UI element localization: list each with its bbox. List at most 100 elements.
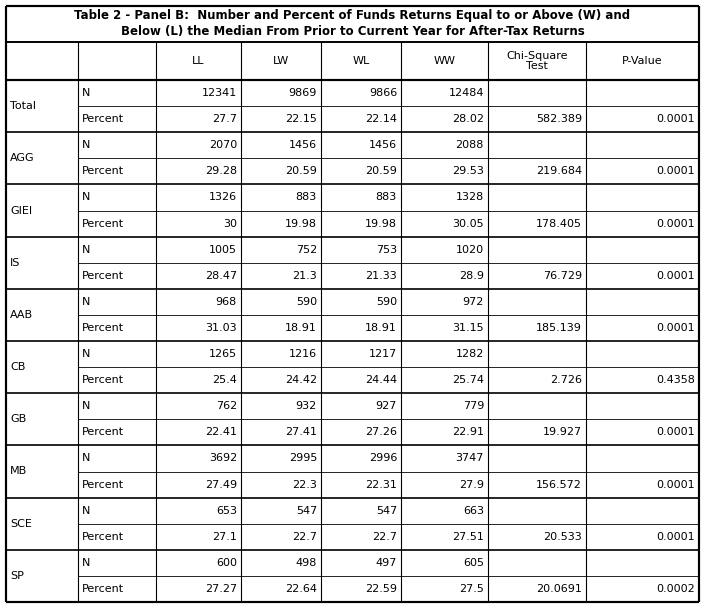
- Text: GB: GB: [10, 414, 26, 424]
- Text: 3692: 3692: [209, 454, 237, 463]
- Text: 663: 663: [463, 506, 484, 516]
- Text: 21.3: 21.3: [293, 271, 317, 281]
- Text: Table 2 - Panel B:  Number and Percent of Funds Returns Equal to or Above (W) an: Table 2 - Panel B: Number and Percent of…: [75, 10, 630, 22]
- Text: 3747: 3747: [455, 454, 484, 463]
- Text: 22.15: 22.15: [285, 114, 317, 124]
- Text: 29.53: 29.53: [452, 167, 484, 176]
- Text: N: N: [82, 401, 90, 411]
- Text: 1326: 1326: [209, 193, 237, 202]
- Text: 12341: 12341: [202, 88, 237, 98]
- Text: 29.28: 29.28: [205, 167, 237, 176]
- Text: 1328: 1328: [455, 193, 484, 202]
- Text: 0.0001: 0.0001: [656, 480, 695, 489]
- Text: 18.91: 18.91: [285, 323, 317, 333]
- Text: 653: 653: [216, 506, 237, 516]
- Text: 22.7: 22.7: [292, 532, 317, 542]
- Text: 27.27: 27.27: [205, 584, 237, 594]
- Text: Percent: Percent: [82, 584, 124, 594]
- Text: WL: WL: [352, 56, 369, 66]
- Text: AAB: AAB: [10, 310, 33, 320]
- Text: 498: 498: [295, 558, 317, 568]
- Text: 590: 590: [296, 297, 317, 307]
- Text: 19.98: 19.98: [365, 218, 397, 229]
- Text: 76.729: 76.729: [543, 271, 582, 281]
- Text: LW: LW: [273, 56, 289, 66]
- Text: 25.4: 25.4: [212, 375, 237, 385]
- Text: Percent: Percent: [82, 480, 124, 489]
- Text: 27.51: 27.51: [452, 532, 484, 542]
- Text: 547: 547: [376, 506, 397, 516]
- Text: 22.64: 22.64: [285, 584, 317, 594]
- Text: 497: 497: [376, 558, 397, 568]
- Text: 19.98: 19.98: [285, 218, 317, 229]
- Text: 1005: 1005: [209, 244, 237, 255]
- Text: Chi-Square: Chi-Square: [506, 51, 568, 61]
- Text: 1217: 1217: [369, 349, 397, 359]
- Text: Percent: Percent: [82, 375, 124, 385]
- Text: 0.0001: 0.0001: [656, 323, 695, 333]
- Text: 968: 968: [216, 297, 237, 307]
- Text: 582.389: 582.389: [536, 114, 582, 124]
- Text: 20.0691: 20.0691: [536, 584, 582, 594]
- Text: 30: 30: [223, 218, 237, 229]
- Text: 27.7: 27.7: [212, 114, 237, 124]
- Text: 972: 972: [462, 297, 484, 307]
- Text: 28.02: 28.02: [452, 114, 484, 124]
- Text: 20.59: 20.59: [365, 167, 397, 176]
- Text: 927: 927: [376, 401, 397, 411]
- Text: 1282: 1282: [455, 349, 484, 359]
- Text: 1456: 1456: [289, 140, 317, 150]
- Text: Test: Test: [526, 61, 548, 71]
- Text: N: N: [82, 558, 90, 568]
- Text: 0.0001: 0.0001: [656, 532, 695, 542]
- Text: 0.0001: 0.0001: [656, 427, 695, 437]
- Text: 20.533: 20.533: [544, 532, 582, 542]
- Text: 753: 753: [376, 244, 397, 255]
- Text: N: N: [82, 454, 90, 463]
- Text: 1020: 1020: [456, 244, 484, 255]
- Text: 28.47: 28.47: [205, 271, 237, 281]
- Text: CB: CB: [10, 362, 25, 372]
- Text: 219.684: 219.684: [536, 167, 582, 176]
- Text: 1456: 1456: [369, 140, 397, 150]
- Text: 9866: 9866: [369, 88, 397, 98]
- Text: 20.59: 20.59: [285, 167, 317, 176]
- Text: N: N: [82, 88, 90, 98]
- Text: 178.405: 178.405: [536, 218, 582, 229]
- Text: 762: 762: [216, 401, 237, 411]
- Text: 2996: 2996: [369, 454, 397, 463]
- Text: 0.4358: 0.4358: [656, 375, 695, 385]
- Text: 2070: 2070: [209, 140, 237, 150]
- Text: 590: 590: [376, 297, 397, 307]
- Text: 0.0002: 0.0002: [656, 584, 695, 594]
- Text: 21.33: 21.33: [365, 271, 397, 281]
- Text: IS: IS: [10, 258, 20, 268]
- Text: 22.14: 22.14: [365, 114, 397, 124]
- Text: 932: 932: [296, 401, 317, 411]
- Text: Percent: Percent: [82, 271, 124, 281]
- Text: Total: Total: [10, 101, 36, 111]
- Text: SCE: SCE: [10, 519, 32, 529]
- Text: 883: 883: [376, 193, 397, 202]
- Text: 18.91: 18.91: [365, 323, 397, 333]
- Text: 185.139: 185.139: [536, 323, 582, 333]
- Text: 9869: 9869: [288, 88, 317, 98]
- Text: N: N: [82, 506, 90, 516]
- Text: 2.726: 2.726: [550, 375, 582, 385]
- Text: 27.49: 27.49: [205, 480, 237, 489]
- Text: Percent: Percent: [82, 427, 124, 437]
- Text: 27.26: 27.26: [365, 427, 397, 437]
- Text: 156.572: 156.572: [536, 480, 582, 489]
- Text: 27.9: 27.9: [459, 480, 484, 489]
- Text: 0.0001: 0.0001: [656, 167, 695, 176]
- Text: 752: 752: [296, 244, 317, 255]
- Text: 27.41: 27.41: [285, 427, 317, 437]
- Text: N: N: [82, 193, 90, 202]
- Text: LL: LL: [192, 56, 204, 66]
- Text: 22.7: 22.7: [372, 532, 397, 542]
- Text: 600: 600: [216, 558, 237, 568]
- Text: 22.91: 22.91: [452, 427, 484, 437]
- Text: 0.0001: 0.0001: [656, 114, 695, 124]
- Text: 25.74: 25.74: [452, 375, 484, 385]
- Text: Percent: Percent: [82, 218, 124, 229]
